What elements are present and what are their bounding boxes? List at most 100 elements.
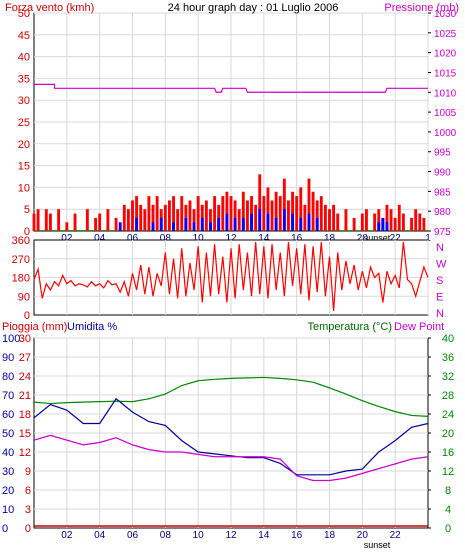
wind-speed-tick: 10 <box>18 182 30 194</box>
gust-bar <box>126 209 130 231</box>
hour-tick: 20 <box>357 233 369 244</box>
humidity-tick: 40 <box>2 447 14 459</box>
humidity-axis-label: Umidita % <box>67 321 117 333</box>
humidity-tick: 100 <box>2 333 20 345</box>
mean-wind-bar <box>217 217 221 231</box>
mean-wind-bar <box>209 222 212 231</box>
gust-bar <box>254 204 258 231</box>
rain-tick: 18 <box>19 409 31 421</box>
pressure-tick: 1025 <box>434 29 457 40</box>
gust-bar <box>143 209 147 231</box>
rain-tick: 30 <box>19 333 31 345</box>
compass-point: N <box>436 308 444 320</box>
gust-bar <box>85 209 89 231</box>
gust-bar <box>245 200 249 231</box>
gust-bar <box>36 209 40 231</box>
gust-bar <box>299 187 303 231</box>
temperature-tick: 28 <box>442 390 454 402</box>
temperature-tick: 36 <box>442 352 454 364</box>
temperature-line <box>33 376 429 417</box>
gust-bar <box>94 217 97 231</box>
pressure-tick: 975 <box>434 227 451 238</box>
gust-bar <box>307 178 311 231</box>
gust-bar <box>373 213 377 231</box>
gust-bar <box>188 200 192 231</box>
gust-bar <box>323 204 327 231</box>
temperature-tick: 8 <box>445 485 451 497</box>
mean-wind-bar <box>282 209 286 231</box>
hour-tick: 18 <box>324 233 336 244</box>
compass-point: S <box>436 275 443 287</box>
rain-tick: 6 <box>25 485 31 497</box>
graph-title: 24 hour graph day : 01 Luglio 2006 <box>168 2 339 14</box>
compass-point: N <box>436 242 444 254</box>
humidity-ticks: 0 10 20 30 40 50 60 70 80 90 100 <box>2 333 20 535</box>
temperature-tick: 24 <box>442 409 454 421</box>
rain-tick: 3 <box>25 504 31 516</box>
dewpoint-line <box>33 434 429 482</box>
mean-wind-bar <box>291 213 294 231</box>
humidity-tick: 0 <box>2 523 8 535</box>
temperature-hour-tick: 08 <box>160 530 172 541</box>
rain-tick: 15 <box>19 428 31 440</box>
gust-bar <box>270 200 274 231</box>
temperature-tick: 16 <box>442 447 454 459</box>
temperature-hour-tick: 12 <box>225 530 237 541</box>
wind-speed-tick: 25 <box>18 117 30 129</box>
humidity-tick: 90 <box>2 352 14 364</box>
temperature-hour-tick: 18 <box>324 530 336 541</box>
direction-tick: 0 <box>24 310 30 322</box>
gust-bar <box>122 204 126 231</box>
gust-bar <box>106 209 110 231</box>
gust-bar <box>172 196 175 231</box>
mean-wind-bar <box>377 222 381 231</box>
wind-bars <box>32 174 428 231</box>
gust-bar <box>397 204 401 231</box>
rain-tick: 27 <box>19 352 31 364</box>
gust-bar <box>65 222 69 231</box>
gust-bar <box>204 200 208 231</box>
gust-bar <box>57 209 61 231</box>
gust-bar <box>274 191 278 231</box>
humidity-tick: 20 <box>2 485 14 497</box>
gust-bar <box>344 209 348 231</box>
gust-bar <box>393 217 397 231</box>
gust-bar <box>389 209 393 231</box>
gust-bar <box>98 213 102 231</box>
dewpoint-axis-label: Dew Point <box>394 321 444 333</box>
temperature-tick: 40 <box>442 333 454 345</box>
mean-wind-bar <box>381 217 385 231</box>
wind-speed-tick: 30 <box>18 95 30 107</box>
mean-wind-bar <box>385 222 389 231</box>
temperature-axis-label: Temperatura (°C) <box>308 321 392 333</box>
gust-bar <box>176 209 180 231</box>
gust-bar <box>295 196 299 231</box>
temperature-tick: 12 <box>442 466 454 478</box>
pressure-tick: 1005 <box>434 108 457 119</box>
humidity-tick: 70 <box>2 390 14 402</box>
wind-speed-tick: 50 <box>18 8 30 20</box>
pressure-tick: 990 <box>434 168 451 179</box>
temperature-hour-tick: 04 <box>94 530 106 541</box>
gust-bar <box>311 191 315 231</box>
temperature-tick: 4 <box>445 504 451 516</box>
gust-bar <box>114 217 118 231</box>
pressure-tick: 985 <box>434 187 451 198</box>
gust-bar <box>73 213 77 231</box>
gust-bar <box>192 209 196 231</box>
rain-tick: 12 <box>19 447 31 459</box>
pressure-tick: 1030 <box>434 9 457 20</box>
temperature-hour-tick: 10 <box>193 530 205 541</box>
rain-axis-label: Pioggia (mm) <box>2 321 67 333</box>
gust-bar <box>44 209 48 231</box>
direction-tick: 90 <box>18 291 30 303</box>
humidity-tick: 80 <box>2 371 14 383</box>
gust-bar <box>213 196 217 231</box>
hour-tick: 02 <box>61 233 73 244</box>
pressure-tick: 1010 <box>434 88 457 99</box>
pressure-axis-label: Pressione (mb) <box>384 2 459 14</box>
gust-bar <box>233 200 237 231</box>
